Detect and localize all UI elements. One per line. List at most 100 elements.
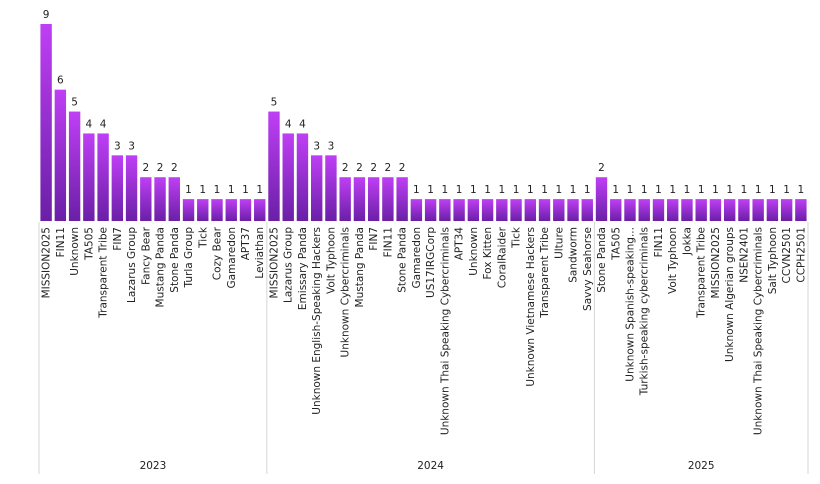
data-label: 1 — [185, 184, 192, 196]
category-tick-label: Turla Group — [183, 227, 195, 289]
bar — [154, 177, 166, 221]
bar — [367, 177, 380, 221]
data-label: 1 — [498, 184, 505, 196]
bar — [211, 199, 223, 221]
category-tick-label: US17IRGCorp — [425, 227, 437, 298]
bar — [738, 199, 750, 221]
bar — [396, 177, 408, 221]
bar — [410, 199, 423, 221]
data-label: 2 — [370, 162, 377, 174]
group-label: 2025 — [688, 460, 715, 472]
data-label: 2 — [356, 162, 363, 174]
bar — [766, 199, 779, 221]
category-tick-label: Lazarus Group — [126, 227, 138, 303]
category-tick-label: Unknown Cybercriminals — [340, 227, 352, 357]
data-label: 1 — [199, 184, 206, 196]
data-label: 3 — [313, 140, 320, 152]
data-label: 1 — [612, 184, 619, 196]
data-label: 1 — [513, 184, 520, 196]
data-label: 1 — [527, 184, 534, 196]
category-tick-label: Tick — [511, 226, 523, 249]
bar — [225, 199, 237, 221]
bar — [54, 89, 67, 221]
bar — [339, 177, 351, 221]
data-label: 1 — [541, 184, 548, 196]
category-tick-label: CoralRaider — [496, 226, 508, 288]
data-label: 1 — [641, 184, 648, 196]
category-tick-label: MISSION2025 — [41, 227, 53, 298]
category-tick-label: Stone Panda — [596, 227, 608, 293]
data-label: 3 — [114, 140, 121, 152]
data-label: 2 — [171, 162, 178, 174]
data-label: 1 — [627, 184, 634, 196]
category-tick-label: Unknown Thai Speaking Cybercriminals — [439, 227, 451, 435]
category-tick-label: Jokka — [681, 227, 693, 256]
category-tick-label: Gamaredon — [411, 227, 423, 289]
bar — [296, 133, 309, 221]
data-label: 1 — [214, 184, 221, 196]
data-label: 2 — [342, 162, 349, 174]
bar — [325, 155, 337, 221]
bar — [353, 177, 366, 221]
category-tick-label: Unknown Algerian groups — [724, 227, 736, 362]
data-label: 1 — [484, 184, 491, 196]
category-tick-label: Mustang Panda — [354, 227, 366, 307]
category-tick-label: Fox Kitten — [482, 227, 494, 279]
category-tick-label: Transparent Tribe — [696, 227, 708, 319]
data-label: 1 — [442, 184, 449, 196]
data-label: 1 — [456, 184, 463, 196]
category-tick-label: CCVN2501 — [781, 227, 793, 283]
category-tick-label: Volt Typhoon — [325, 227, 337, 294]
category-tick-label: Transparent Tribe — [98, 227, 110, 319]
bar — [681, 199, 693, 221]
data-label: 2 — [399, 162, 406, 174]
category-tick-label: Turkish-speaking cybercriminals — [639, 227, 651, 396]
data-label: 1 — [655, 184, 662, 196]
data-label: 6 — [57, 75, 64, 87]
data-label: 4 — [100, 118, 107, 130]
bar — [524, 199, 536, 221]
bar — [168, 177, 180, 221]
data-label: 3 — [328, 140, 335, 152]
data-label: 1 — [741, 184, 748, 196]
category-tick-label: Lazarus Group — [283, 227, 295, 303]
category-tick-label: TA505 — [83, 227, 95, 261]
category-tick-label: Unknown Vietnamese Hackers — [525, 227, 537, 387]
category-tick-label: Transparent Tribe — [539, 227, 551, 319]
bar — [239, 199, 252, 221]
bar — [453, 199, 465, 221]
category-tick-label: Salt Typhoon — [767, 227, 779, 294]
group-label: 2023 — [140, 460, 167, 472]
category-tick-label: Cozy Bear — [212, 226, 224, 280]
bar — [538, 199, 551, 221]
category-tick-label: Stone Panda — [169, 227, 181, 293]
group-label: 2024 — [417, 460, 444, 472]
bar — [111, 155, 124, 221]
data-label: 4 — [299, 118, 306, 130]
data-label: 1 — [712, 184, 719, 196]
category-tick-label: Fancy Bear — [140, 226, 152, 285]
data-label: 2 — [598, 162, 605, 174]
category-tick-label: CCPH2501 — [795, 227, 807, 283]
category-tick-label: TA505 — [610, 227, 622, 261]
data-label: 1 — [256, 184, 263, 196]
category-tick-label: APT37 — [240, 227, 252, 260]
bar — [709, 199, 722, 221]
data-label: 1 — [228, 184, 235, 196]
bar — [752, 199, 764, 221]
category-tick-label: Mustang Panda — [155, 227, 167, 307]
data-label: 1 — [669, 184, 676, 196]
data-label: 1 — [470, 184, 477, 196]
category-tick-label: NSEN2401 — [738, 227, 750, 283]
bar — [510, 199, 522, 221]
category-tick-label: Unknown — [69, 227, 81, 276]
bar — [496, 199, 508, 221]
bar — [595, 177, 608, 221]
bar — [667, 199, 679, 221]
category-tick-label: Volt Typhoon — [667, 227, 679, 294]
data-label: 2 — [142, 162, 149, 174]
category-tick-label: Unknown — [468, 227, 480, 276]
data-label: 1 — [242, 184, 249, 196]
data-label: 1 — [755, 184, 762, 196]
category-tick-label: Stone Panda — [397, 227, 409, 293]
